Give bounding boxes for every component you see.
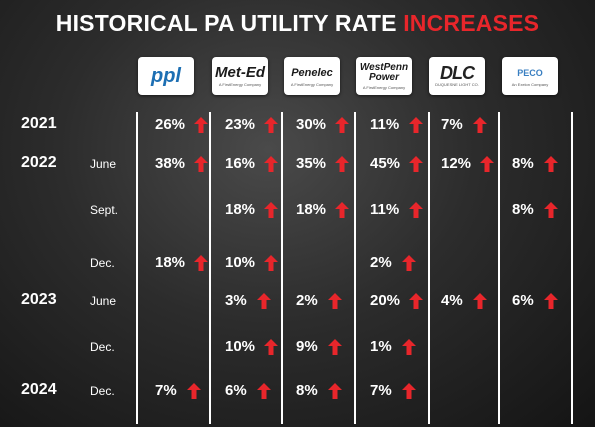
month-label: June (90, 157, 117, 171)
logo-subtitle: A FirstEnergy Company (290, 81, 334, 87)
rate-value: 8% (512, 155, 534, 172)
up-arrow-icon (402, 383, 416, 399)
logo-name: PECO (517, 67, 543, 78)
title-main: HISTORICAL PA UTILITY RATE (55, 10, 404, 36)
up-arrow-icon (409, 293, 423, 309)
up-arrow-icon (264, 255, 278, 271)
rate-value: 1% (370, 338, 392, 355)
up-arrow-icon (264, 339, 278, 355)
logo-subtitle: A FirstEnergy Company (362, 84, 406, 90)
rate-value: 16% (225, 155, 256, 172)
column-divider (354, 112, 356, 424)
peco-logo: PECO An Exelon Company (502, 57, 558, 95)
rate-value: 30% (296, 116, 327, 133)
up-arrow-icon (328, 383, 342, 399)
title-accent: INCREASES (403, 10, 540, 36)
column-divider (498, 112, 500, 424)
rate-value: 10% (225, 254, 256, 271)
rate-value: 12% (441, 155, 472, 172)
column-divider (428, 112, 430, 424)
up-arrow-icon (480, 156, 494, 172)
rate-value: 7% (370, 382, 392, 399)
up-arrow-icon (335, 117, 349, 133)
column-divider (136, 112, 138, 424)
up-arrow-icon (328, 293, 342, 309)
up-arrow-icon (402, 255, 416, 271)
up-arrow-icon (257, 293, 271, 309)
up-arrow-icon (264, 202, 278, 218)
ppl-logo: ppl (138, 57, 194, 95)
rate-value: 18% (296, 201, 327, 218)
up-arrow-icon (194, 156, 208, 172)
meted-logo: Met-Ed A FirstEnergy Company (212, 57, 268, 95)
month-label: Dec. (90, 384, 115, 398)
year-label: 2021 (21, 115, 57, 132)
rate-value: 10% (225, 338, 256, 355)
up-arrow-icon (335, 156, 349, 172)
rate-value: 35% (296, 155, 327, 172)
month-label: June (90, 294, 117, 308)
rate-value: 3% (225, 292, 247, 309)
rate-value: 9% (296, 338, 318, 355)
month-label: Sept. (90, 203, 119, 217)
logo-name: Penelec (291, 66, 333, 79)
column-divider (571, 112, 573, 424)
up-arrow-icon (264, 156, 278, 172)
rate-value: 26% (155, 116, 186, 133)
logo-name: DLC (440, 62, 475, 83)
rate-value: 4% (441, 292, 463, 309)
up-arrow-icon (187, 383, 201, 399)
rate-value: 18% (155, 254, 186, 271)
rate-value: 18% (225, 201, 256, 218)
up-arrow-icon (409, 202, 423, 218)
up-arrow-icon (264, 117, 278, 133)
logo-name: WestPenn Power (359, 61, 409, 83)
column-divider (209, 112, 211, 424)
page-title: HISTORICAL PA UTILITY RATE INCREASES (0, 10, 595, 37)
month-label: Dec. (90, 340, 115, 354)
up-arrow-icon (544, 156, 558, 172)
rate-value: 6% (512, 292, 534, 309)
rate-value: 20% (370, 292, 401, 309)
up-arrow-icon (194, 255, 208, 271)
rate-value: 6% (225, 382, 247, 399)
column-divider (281, 112, 283, 424)
year-label: 2022 (21, 154, 57, 171)
penelec-logo: Penelec A FirstEnergy Company (284, 57, 340, 95)
rate-value: 11% (370, 201, 400, 218)
up-arrow-icon (335, 202, 349, 218)
rate-value: 11% (370, 116, 400, 133)
logo-subtitle: An Exelon Company (511, 81, 549, 87)
up-arrow-icon (194, 117, 208, 133)
up-arrow-icon (402, 339, 416, 355)
rate-value: 7% (441, 116, 463, 133)
logo-subtitle: DUQUESNE LIGHT CO. (435, 81, 479, 87)
up-arrow-icon (473, 117, 487, 133)
up-arrow-icon (328, 339, 342, 355)
month-label: Dec. (90, 256, 115, 270)
dlc-logo: DLC DUQUESNE LIGHT CO. (429, 57, 485, 95)
rate-value: 2% (370, 254, 392, 271)
logo-name: Met-Ed (215, 63, 265, 81)
westpenn-power-logo: WestPenn Power A FirstEnergy Company (356, 57, 412, 95)
up-arrow-icon (544, 202, 558, 218)
up-arrow-icon (409, 117, 423, 133)
rate-value: 8% (512, 201, 534, 218)
up-arrow-icon (409, 156, 423, 172)
rate-value: 45% (370, 155, 401, 172)
rate-value: 2% (296, 292, 318, 309)
up-arrow-icon (473, 293, 487, 309)
up-arrow-icon (544, 293, 558, 309)
rate-value: 38% (155, 155, 186, 172)
rate-value: 8% (296, 382, 318, 399)
rate-value: 23% (225, 116, 256, 133)
up-arrow-icon (257, 383, 271, 399)
year-label: 2023 (21, 291, 57, 308)
year-label: 2024 (21, 381, 57, 398)
rate-value: 7% (155, 382, 177, 399)
logo-name: ppl (151, 65, 181, 87)
logo-subtitle: A FirstEnergy Company (218, 81, 262, 87)
